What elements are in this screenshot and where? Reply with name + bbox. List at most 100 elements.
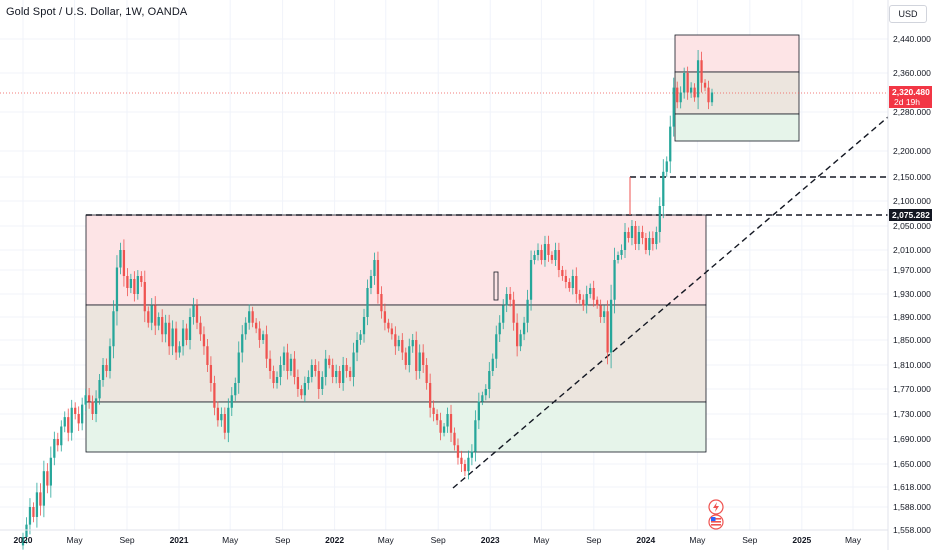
candle xyxy=(641,225,644,245)
candle-body xyxy=(25,524,28,537)
candle xyxy=(94,390,98,423)
candle-body xyxy=(150,305,153,323)
candle xyxy=(606,300,609,365)
axis-badges: 2,320.480 2d 19h 2,075.282 xyxy=(889,86,932,221)
candle-body xyxy=(589,288,592,294)
candle xyxy=(376,251,380,304)
candle-body xyxy=(307,377,310,383)
candle xyxy=(122,239,126,287)
candle xyxy=(644,232,648,255)
candle xyxy=(408,338,411,373)
candle-body xyxy=(658,206,661,232)
candle xyxy=(502,299,505,330)
last-price-badge xyxy=(889,86,932,108)
candle-body xyxy=(648,238,651,250)
candle xyxy=(651,231,654,251)
candle xyxy=(470,444,474,466)
zones xyxy=(85,34,800,453)
candle xyxy=(195,299,199,330)
candle-body xyxy=(192,305,195,317)
candle-body xyxy=(383,311,387,323)
y-tick-label: 1,890.000 xyxy=(893,312,931,322)
candle-body xyxy=(98,380,101,399)
candle-body xyxy=(707,87,710,103)
candle-body xyxy=(634,226,637,244)
candle xyxy=(516,313,519,357)
candle-body xyxy=(422,352,425,365)
candle-body xyxy=(630,226,634,238)
candle-body xyxy=(651,238,654,244)
candle-body xyxy=(328,358,331,365)
candle-body xyxy=(616,255,620,260)
us-flag-icon[interactable] xyxy=(708,514,724,530)
candle-body xyxy=(133,279,136,294)
x-tick-label: May xyxy=(845,535,862,545)
candle xyxy=(474,410,477,462)
candle xyxy=(101,357,105,387)
candle xyxy=(126,268,129,297)
candle-body xyxy=(408,346,411,365)
price-axis[interactable]: 2,440.000 2,360.000 2,280.000 2,200.000 2,15… xyxy=(887,0,931,550)
trendline-dashed[interactable] xyxy=(452,116,889,489)
candle-body xyxy=(317,371,320,389)
candle-body xyxy=(453,432,456,446)
candle xyxy=(550,251,554,264)
candle xyxy=(602,305,606,324)
candle xyxy=(42,460,46,518)
candle xyxy=(185,323,188,346)
candle xyxy=(460,450,463,472)
candle-body xyxy=(596,299,599,306)
y-tick-label: 1,810.000 xyxy=(893,360,931,370)
candle-body xyxy=(119,250,122,268)
candle xyxy=(307,370,310,390)
candle-body xyxy=(498,322,501,335)
candle-body xyxy=(456,445,460,458)
candle xyxy=(533,250,536,265)
candle xyxy=(300,385,303,400)
candle xyxy=(467,450,470,480)
candle xyxy=(251,306,254,328)
candle xyxy=(589,283,592,299)
candle xyxy=(230,387,233,416)
candle xyxy=(39,483,42,516)
candle xyxy=(592,280,595,307)
x-tick-label: 2022 xyxy=(325,535,344,545)
candle-body xyxy=(526,299,529,323)
lightning-icon[interactable] xyxy=(708,499,724,515)
candle-body xyxy=(516,322,519,347)
candle xyxy=(512,291,515,331)
candle-body xyxy=(300,389,303,396)
candle-body xyxy=(376,260,380,294)
candle xyxy=(672,77,675,137)
candle xyxy=(234,377,237,401)
candle-body xyxy=(543,244,547,260)
candle xyxy=(91,395,94,420)
time-axis[interactable]: 2020 May Sep 2021 May Sep 2022 May Sep 2023 May Sep… xyxy=(0,529,888,545)
candle-body xyxy=(564,276,567,282)
candle xyxy=(623,223,627,258)
candle xyxy=(355,332,359,362)
candle-body xyxy=(390,328,393,335)
candle-body xyxy=(53,439,56,458)
candle xyxy=(216,401,219,427)
candle-body xyxy=(425,365,428,383)
candle-body xyxy=(289,358,293,371)
candle-body xyxy=(174,328,178,353)
candle-body xyxy=(568,282,571,288)
y-tick-label: 1,588.000 xyxy=(893,502,931,512)
candle xyxy=(157,312,160,331)
candle xyxy=(161,309,164,343)
candle-body xyxy=(432,407,435,414)
candle xyxy=(390,323,393,340)
candle-body xyxy=(602,311,606,317)
chart-icons[interactable] xyxy=(708,499,724,530)
candle xyxy=(710,88,714,107)
candle xyxy=(658,197,661,243)
candle-body xyxy=(449,414,453,433)
candle-body xyxy=(404,352,407,365)
candle xyxy=(129,273,133,294)
candle-body xyxy=(547,244,550,255)
currency-button[interactable]: USD xyxy=(889,5,927,23)
